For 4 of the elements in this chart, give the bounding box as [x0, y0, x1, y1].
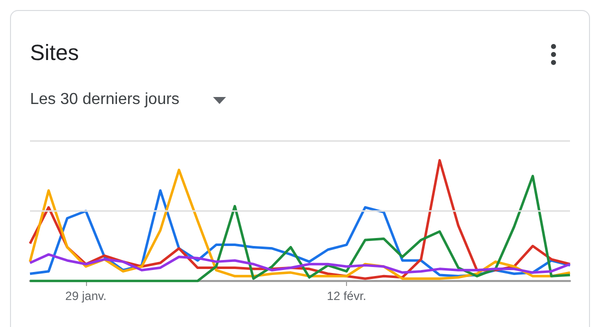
chart-subtitle: Les 30 derniers jours — [30, 91, 180, 109]
x-tick-label: 29 janv. — [65, 289, 106, 303]
x-tick-label: 12 févr. — [326, 289, 366, 303]
chart-title: Sites — [30, 40, 79, 66]
